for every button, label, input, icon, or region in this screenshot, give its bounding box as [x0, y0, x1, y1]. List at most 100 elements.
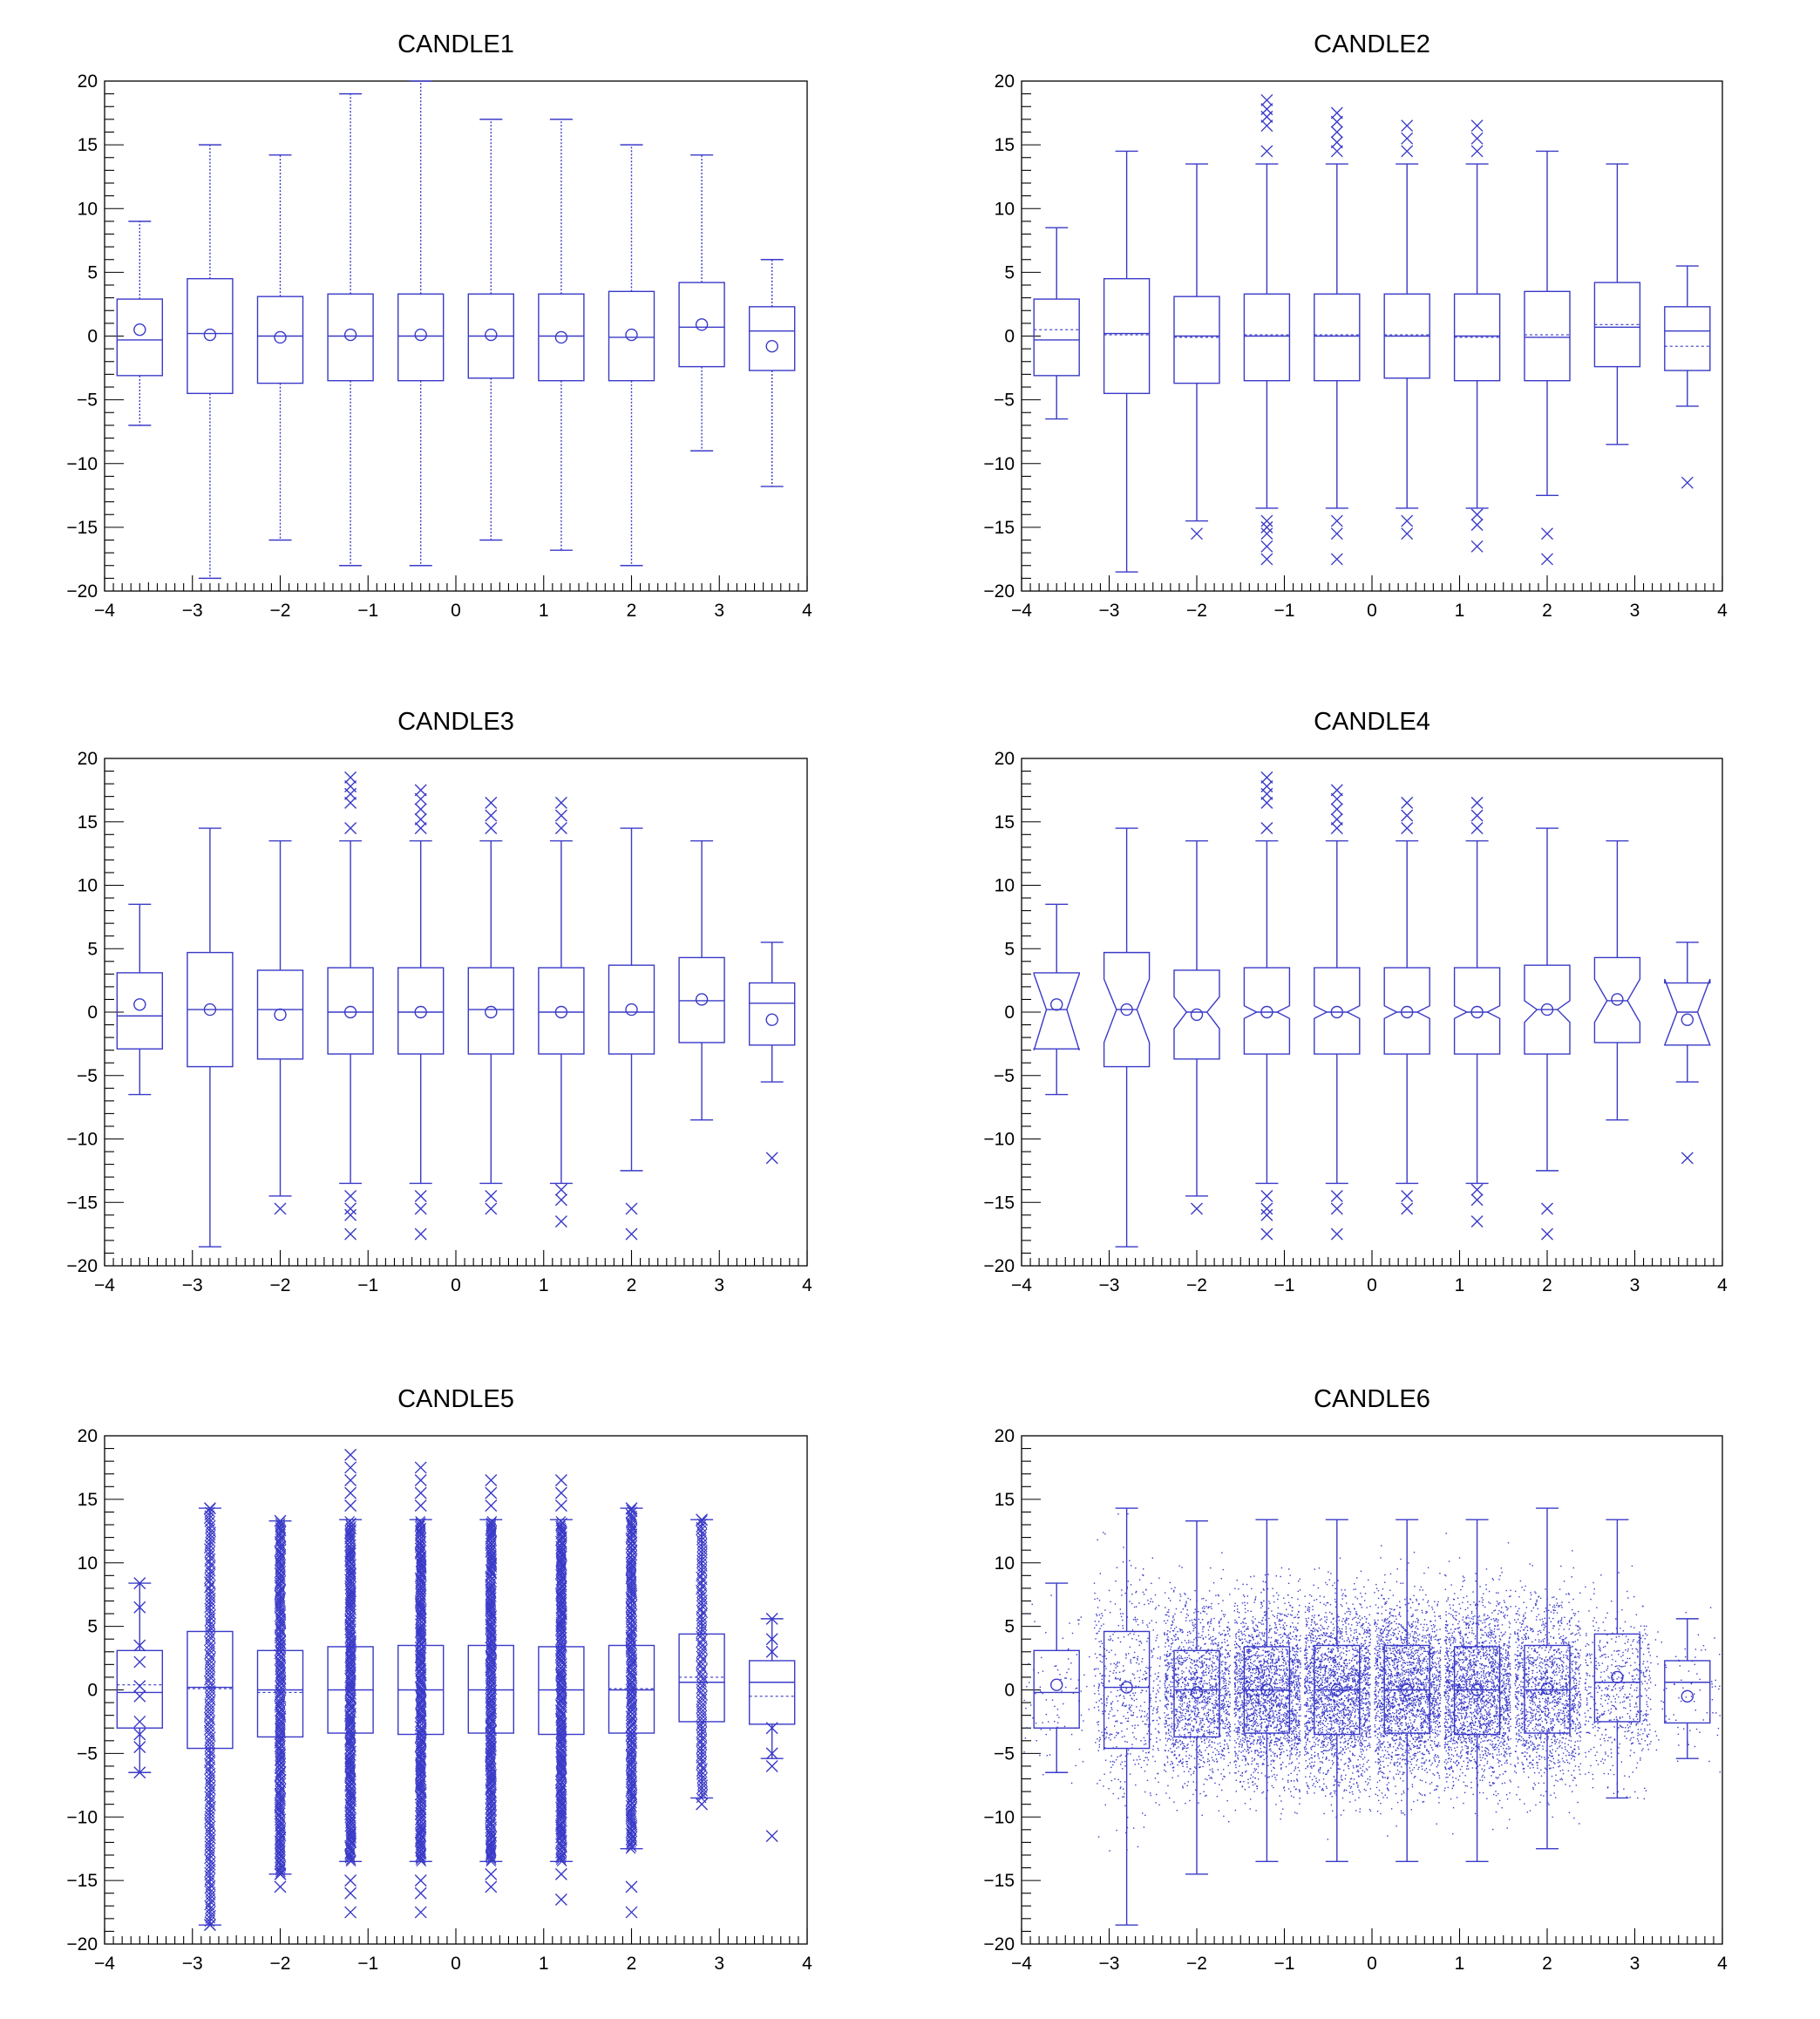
- scatter-point: [1203, 1669, 1205, 1672]
- outlier-marker: [625, 1227, 638, 1241]
- scatter-point: [1187, 1707, 1190, 1709]
- scatter-point: [1181, 1741, 1184, 1743]
- scatter-point: [1167, 1692, 1169, 1694]
- scatter-point: [1188, 1669, 1191, 1672]
- outlier-marker: [1401, 514, 1414, 527]
- scatter-point: [1152, 1756, 1154, 1757]
- data-point-marker: [204, 1866, 215, 1878]
- scatter-point: [1186, 1704, 1189, 1707]
- scatter-point: [1119, 1689, 1121, 1690]
- scatter-point: [1207, 1709, 1210, 1710]
- data-point-marker: [275, 1837, 286, 1848]
- scatter-point: [1156, 1637, 1158, 1639]
- mean-marker: [203, 328, 217, 342]
- scatter-point: [1119, 1684, 1121, 1686]
- outlier-marker: [554, 1193, 567, 1207]
- scatter-point: [1181, 1657, 1184, 1660]
- scatter-point: [1178, 1716, 1180, 1718]
- scatter-point: [1151, 1620, 1152, 1621]
- scatter-point: [1227, 1633, 1230, 1635]
- scatter-point: [1135, 1567, 1137, 1569]
- scatter-point: [1209, 1696, 1211, 1698]
- scatter-point: [1076, 1687, 1078, 1689]
- scatter-point: [1140, 1716, 1142, 1718]
- scatter-point: [1179, 1628, 1181, 1630]
- scatter-point: [1133, 1674, 1135, 1676]
- scatter-point: [1202, 1765, 1204, 1768]
- scatter-point: [1108, 1737, 1110, 1739]
- scatter-point: [1149, 1792, 1151, 1794]
- scatter-point: [1171, 1728, 1173, 1730]
- scatter-point: [1166, 1756, 1168, 1757]
- scatter-point: [1201, 1680, 1203, 1682]
- scatter-point: [1168, 1663, 1170, 1665]
- scatter-point: [1204, 1643, 1205, 1645]
- scatter-point: [1192, 1685, 1195, 1687]
- scatter-point: [1179, 1697, 1182, 1700]
- scatter-point: [1224, 1776, 1226, 1778]
- scatter-point: [1024, 1737, 1027, 1739]
- scatter-point: [1171, 1712, 1173, 1714]
- scatter-point: [1226, 1630, 1229, 1632]
- scatter-point: [1216, 1795, 1219, 1798]
- scatter-point: [1202, 1717, 1204, 1720]
- scatter-point: [1132, 1619, 1135, 1621]
- scatter-point: [1214, 1642, 1216, 1644]
- scatter-point: [1207, 1696, 1209, 1698]
- scatter-point: [1146, 1757, 1148, 1758]
- scatter-point: [1152, 1680, 1155, 1682]
- candle-1: [1033, 227, 1080, 420]
- outlier-marker: [1470, 508, 1484, 521]
- box: [256, 1649, 304, 1738]
- scatter-point: [1201, 1741, 1203, 1743]
- scatter-point: [1166, 1650, 1169, 1653]
- scatter-point: [1168, 1724, 1171, 1726]
- scatter-point: [1138, 1602, 1140, 1604]
- scatter-point: [1190, 1733, 1192, 1736]
- scatter-point: [1199, 1683, 1201, 1685]
- scatter-point: [1078, 1748, 1081, 1750]
- scatter-point: [1208, 1741, 1210, 1743]
- scatter-point: [1172, 1616, 1174, 1619]
- scatter-point: [1154, 1594, 1157, 1596]
- scatter-point: [1203, 1733, 1205, 1735]
- scatter-point: [1221, 1703, 1224, 1705]
- scatter-point: [1059, 1674, 1061, 1676]
- scatter-point: [1154, 1608, 1157, 1610]
- candle-8: [608, 144, 655, 567]
- y-tick-label: 15: [995, 812, 1015, 833]
- scatter-point: [1117, 1637, 1119, 1639]
- scatter-point: [1224, 1739, 1226, 1741]
- scatter-point: [1120, 1615, 1123, 1618]
- scatter-point: [1185, 1660, 1187, 1662]
- scatter-point: [1199, 1690, 1201, 1693]
- scatter-point: [1199, 1621, 1202, 1624]
- scatter-point: [1208, 1692, 1210, 1695]
- y-tick-label: −20: [66, 1934, 98, 1954]
- scatter-point: [1179, 1595, 1182, 1597]
- scatter-point: [1117, 1732, 1120, 1734]
- scatter-point: [1204, 1712, 1205, 1715]
- scatter-point: [1225, 1727, 1226, 1730]
- outlier-marker: [133, 1577, 146, 1590]
- scatter-point: [1144, 1710, 1145, 1713]
- data-point-marker: [203, 1543, 214, 1554]
- data-point-marker: [205, 1519, 216, 1531]
- scatter-point: [1080, 1616, 1082, 1618]
- scatter-point: [1171, 1737, 1174, 1739]
- scatter-point: [1227, 1691, 1229, 1693]
- scatter-point: [1131, 1697, 1133, 1699]
- scatter-point: [1106, 1649, 1108, 1651]
- scatter-point: [1098, 1600, 1101, 1601]
- scatter-point: [1229, 1693, 1231, 1696]
- scatter-point: [1193, 1757, 1196, 1759]
- scatter-point: [1197, 1676, 1199, 1678]
- scatter-point: [1170, 1686, 1171, 1688]
- scatter-point: [1158, 1731, 1160, 1734]
- scatter-point: [1181, 1642, 1183, 1643]
- scatter-point: [1189, 1799, 1191, 1802]
- scatter-point: [1193, 1612, 1195, 1614]
- scatter-point: [1192, 1628, 1195, 1630]
- scatter-point: [1172, 1742, 1174, 1744]
